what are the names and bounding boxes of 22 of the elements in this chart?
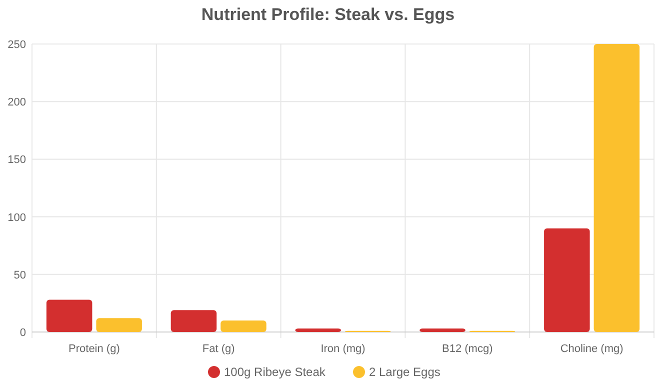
chart-title: Nutrient Profile: Steak vs. Eggs <box>201 5 455 24</box>
y-tick-label: 0 <box>20 327 26 339</box>
bar <box>544 228 590 332</box>
x-tick-label: B12 (mcg) <box>442 343 493 355</box>
bar <box>594 44 640 332</box>
x-tick-label: Fat (g) <box>202 343 235 355</box>
bar <box>420 328 466 332</box>
y-tick-label: 150 <box>8 154 26 166</box>
bar <box>220 320 266 332</box>
x-tick-label: Iron (mg) <box>320 343 366 355</box>
legend-label: 2 Large Eggs <box>369 365 440 379</box>
y-tick-label: 100 <box>8 212 26 224</box>
x-tick-label: Choline (mg) <box>560 343 624 355</box>
y-tick-label: 250 <box>8 39 26 51</box>
x-tick-label: Protein (g) <box>68 343 120 355</box>
y-tick-label: 200 <box>8 96 26 109</box>
bar <box>96 318 142 332</box>
bar <box>170 310 217 332</box>
legend-label: 100g Ribeye Steak <box>224 365 326 379</box>
bar <box>46 300 92 332</box>
bar <box>295 328 341 332</box>
y-tick-label: 50 <box>14 269 26 282</box>
